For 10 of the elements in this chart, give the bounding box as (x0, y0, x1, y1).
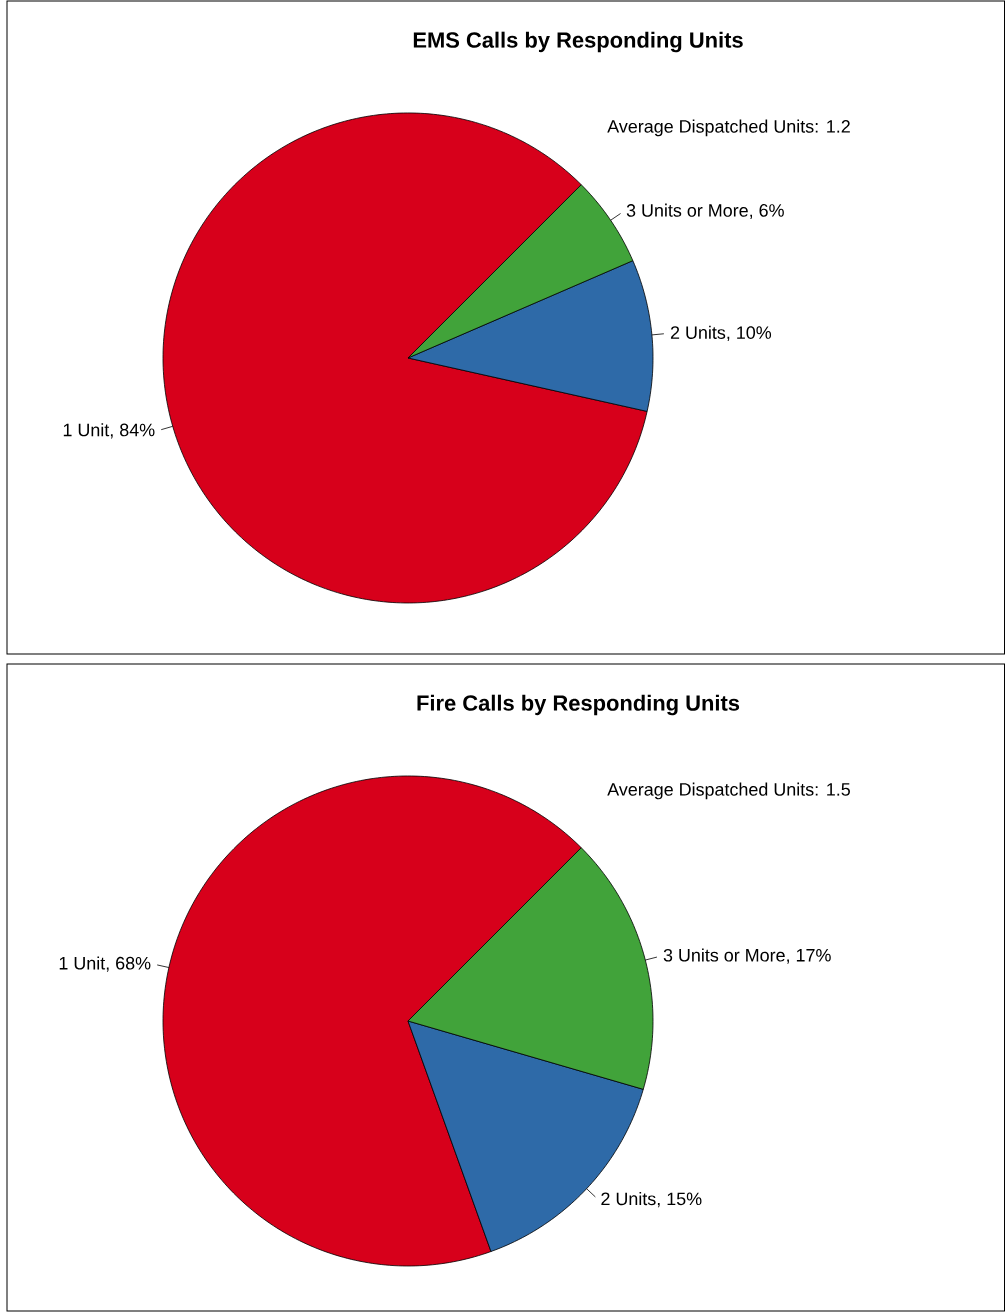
chart-title: Fire Calls by Responding Units (417, 694, 740, 716)
chart-title: EMS Calls by Responding Units (413, 31, 743, 53)
slice-label: 2 Units, 10% (670, 325, 772, 342)
slice-label: 2 Units, 15% (601, 1192, 702, 1208)
slice-label: 3 Units or More, 6% (626, 203, 784, 219)
text: Average Dispatched Units: 1.2 (607, 119, 850, 137)
slice-label: 1 Unit, 84% (63, 423, 155, 439)
slice-label: 1 Unit, 68% (59, 956, 151, 972)
text: Average Dispatched Units: 1.5 (607, 782, 850, 800)
slice-label: 3 Units or More, 17% (663, 948, 831, 964)
